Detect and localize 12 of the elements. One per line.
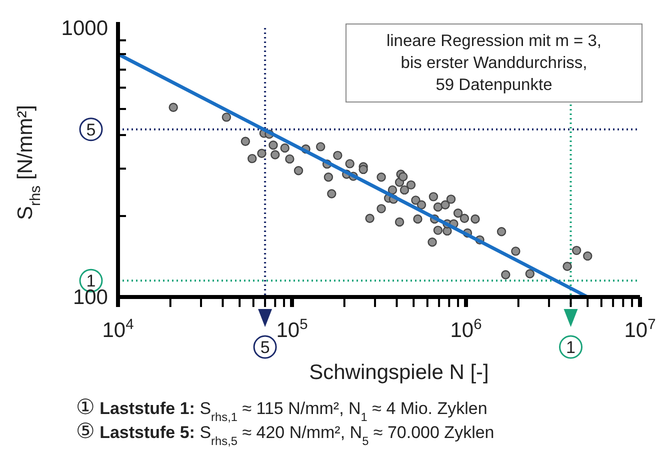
y-tick-label: 1000 bbox=[61, 17, 108, 40]
text: 5 bbox=[260, 338, 270, 357]
text: 5 bbox=[86, 120, 96, 140]
text-box: lineare Regression mit m = 3, bis erster Wanddurchriss, 59 Datenpunkte bbox=[346, 24, 642, 102]
text: 1 bbox=[566, 338, 576, 357]
x-tick-label: 10$^{6}$ bbox=[450, 317, 482, 342]
x-tick-label: 10$^{4}$ bbox=[102, 317, 134, 342]
x-tick-label: 10$^{5}$ bbox=[276, 317, 308, 342]
annotation: lineare Regression mit m = 3, bis erster Wanddurchriss, 59 Datenpunkte bbox=[386, 32, 602, 94]
text: ① Laststufe 1: S$_{rhs,1}$ ≈ 115 N/mm², N$_{1}$ ≈ 4 Mio. Zyklen bbox=[76, 396, 488, 424]
x-tick-label: 10$^{7}$ bbox=[624, 317, 656, 342]
x-axis-title: Schwingspiele N [-] bbox=[309, 361, 489, 384]
